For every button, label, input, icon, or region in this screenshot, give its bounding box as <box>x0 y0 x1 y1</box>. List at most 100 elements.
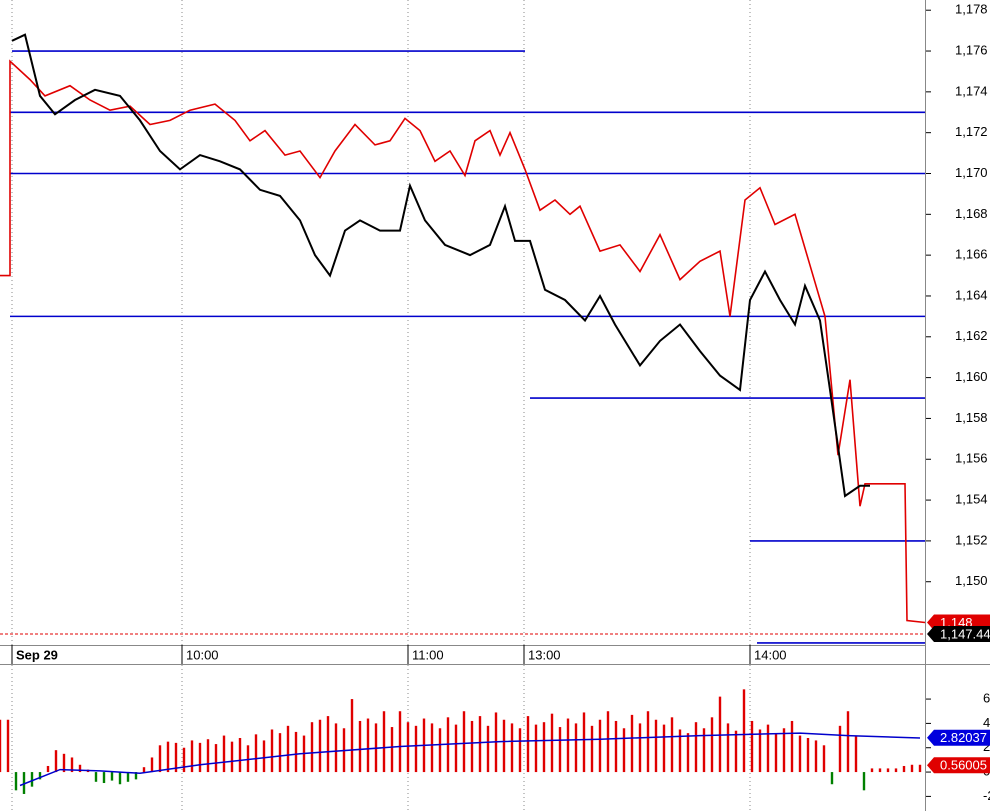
y-tick-label: 1,172 <box>955 124 988 139</box>
histogram-bar <box>574 723 578 773</box>
histogram-bar <box>350 699 354 773</box>
histogram-bar <box>94 772 98 782</box>
histogram-bar <box>646 711 650 773</box>
histogram-bar <box>654 719 658 773</box>
histogram-bar <box>206 739 210 773</box>
price-marker <box>927 757 990 774</box>
histogram-bar <box>726 723 730 773</box>
histogram-bar <box>678 729 682 773</box>
histogram-bar <box>270 729 274 773</box>
histogram-bar <box>126 772 130 782</box>
histogram-bar <box>54 750 58 773</box>
histogram-bar <box>294 731 298 773</box>
histogram-bar <box>286 725 290 773</box>
x-tick-label: 14:00 <box>754 647 787 662</box>
histogram-bar <box>734 730 738 773</box>
histogram-bar <box>614 720 618 773</box>
histogram-bar <box>414 725 418 773</box>
histogram-bar <box>902 765 906 773</box>
histogram-bar <box>870 768 874 773</box>
x-tick-label: 13:00 <box>528 647 561 662</box>
histogram-bar <box>790 720 794 773</box>
histogram-bar <box>454 724 458 773</box>
histogram-bar <box>478 716 482 773</box>
y-tick-label: 1,162 <box>955 328 988 343</box>
histogram-bar <box>254 734 258 773</box>
histogram-bar <box>702 728 706 773</box>
histogram-bar <box>766 724 770 773</box>
histogram-bar <box>830 772 834 785</box>
y-tick-label: 1,166 <box>955 247 988 262</box>
histogram-bar <box>622 728 626 773</box>
x-tick-label: Sep 29 <box>16 647 58 662</box>
histogram-bar <box>246 745 250 773</box>
histogram-bar <box>518 728 522 773</box>
histogram-bar <box>70 757 74 773</box>
y-tick-label: 1,154 <box>955 492 988 507</box>
histogram-bar <box>262 740 266 773</box>
histogram-bar <box>150 757 154 773</box>
histogram-bar <box>598 719 602 773</box>
histogram-bar <box>862 772 866 791</box>
y-tick-label: 4 <box>983 715 990 730</box>
histogram-bar <box>822 745 826 773</box>
histogram-bar <box>502 719 506 773</box>
histogram-bar <box>814 740 818 773</box>
histogram-bar <box>918 764 922 773</box>
y-tick-label: 1,158 <box>955 410 988 425</box>
y-tick-label: 1,150 <box>955 573 988 588</box>
y-tick-label: 1,156 <box>955 451 988 466</box>
histogram-bar <box>878 768 882 773</box>
histogram-bar <box>534 724 538 773</box>
histogram-bar <box>158 745 162 773</box>
y-tick-label: 2 <box>983 739 990 754</box>
histogram-bar <box>182 747 186 773</box>
histogram-bar <box>606 711 610 773</box>
histogram-bar <box>742 689 746 773</box>
y-tick-label: 1,168 <box>955 206 988 221</box>
histogram-bar <box>686 733 690 773</box>
histogram-bar <box>118 772 122 785</box>
histogram-bar <box>694 722 698 773</box>
price-line <box>0 59 926 624</box>
histogram-bar <box>222 735 226 773</box>
histogram-bar <box>230 741 234 773</box>
histogram-bar <box>198 742 202 773</box>
histogram-bar <box>278 733 282 773</box>
price-marker <box>927 729 990 746</box>
histogram-bar <box>102 772 106 784</box>
histogram-bar <box>590 725 594 773</box>
histogram-bar <box>758 729 762 773</box>
histogram-bar <box>38 772 42 780</box>
histogram-bar <box>630 714 634 773</box>
histogram-bar <box>430 723 434 773</box>
histogram-bar <box>886 768 890 773</box>
histogram-bar <box>382 711 386 773</box>
histogram-bar <box>566 718 570 773</box>
histogram-bar <box>750 720 754 773</box>
histogram-bar <box>406 722 410 773</box>
histogram-bar <box>318 719 322 773</box>
histogram-bar <box>670 717 674 773</box>
histogram-bar <box>174 742 178 773</box>
histogram-bar <box>30 772 34 787</box>
histogram-bar <box>142 767 146 773</box>
y-tick-label: 1,174 <box>955 83 988 98</box>
histogram-bar <box>462 711 466 773</box>
histogram-bar <box>110 772 114 781</box>
histogram-bar <box>910 764 914 773</box>
histogram-bar <box>0 719 2 773</box>
x-tick-label: 10:00 <box>186 647 219 662</box>
histogram-bar <box>846 711 850 773</box>
histogram-bar <box>550 713 554 773</box>
histogram-bar <box>774 733 778 773</box>
histogram-bar <box>798 735 802 773</box>
y-tick-label: 1,178 <box>955 2 988 17</box>
histogram-bar <box>62 753 66 773</box>
histogram-bar <box>46 765 50 773</box>
histogram-bar <box>806 738 810 773</box>
y-tick-label: 1,152 <box>955 532 988 547</box>
histogram-bar <box>214 744 218 773</box>
